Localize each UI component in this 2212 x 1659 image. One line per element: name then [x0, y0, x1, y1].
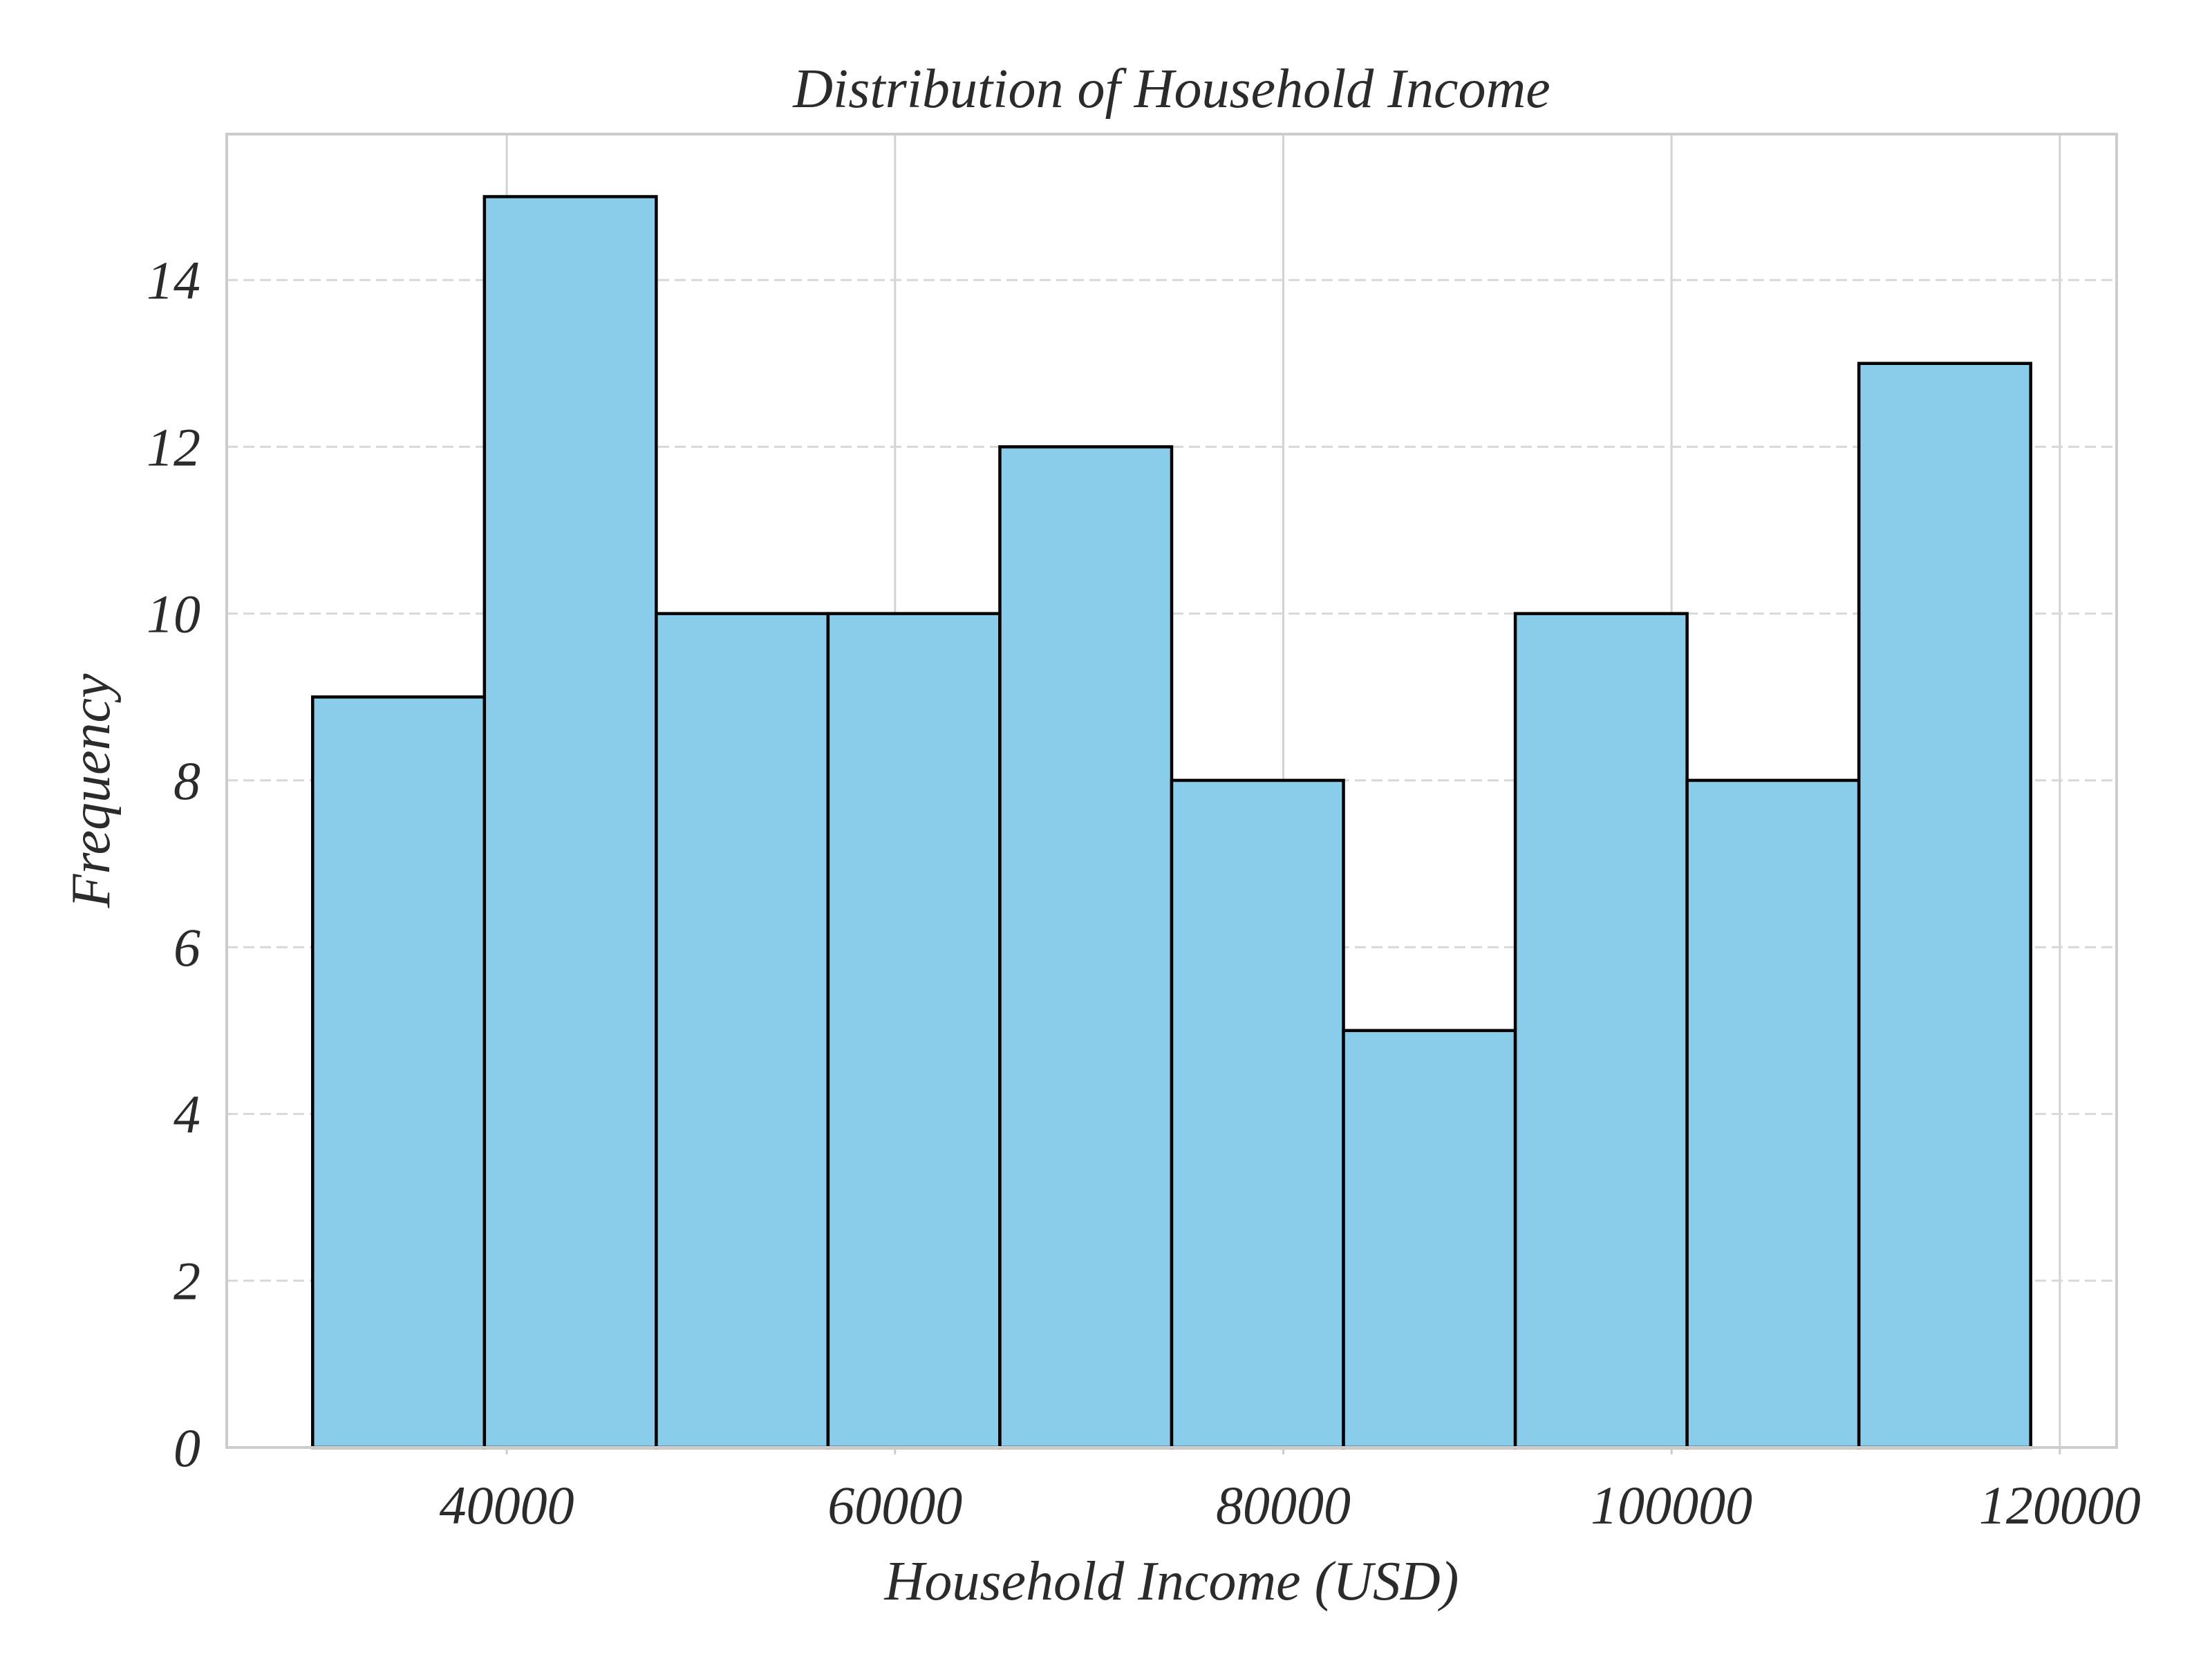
x-tick-label-3: 100000	[1591, 1475, 1752, 1535]
histogram-bar-7	[1513, 612, 1689, 1450]
histogram-bar-1	[482, 195, 658, 1450]
histogram-bar-8	[1685, 778, 1861, 1450]
histogram-bar-4	[998, 445, 1174, 1450]
y-tick-label-4: 8	[174, 751, 200, 811]
histogram-bar-9	[1857, 362, 2032, 1450]
y-tick-label-7: 14	[147, 250, 200, 310]
plot-frame	[225, 133, 2118, 1449]
x-tick-label-0: 40000	[440, 1475, 574, 1535]
x-tick-label-2: 80000	[1216, 1475, 1351, 1535]
chart-title: Distribution of Household Income	[792, 59, 1550, 120]
histogram-bars	[311, 195, 2032, 1450]
histogram-bar-6	[1342, 1029, 1517, 1450]
histogram-bar-5	[1170, 778, 1345, 1450]
histogram-bar-2	[655, 612, 830, 1450]
y-tick-label-0: 0	[174, 1418, 200, 1478]
x-tick-label-1: 60000	[827, 1475, 962, 1535]
y-tick-label-6: 12	[147, 417, 200, 477]
y-tick-label-2: 4	[174, 1084, 200, 1144]
y-tick-label-3: 6	[174, 917, 200, 977]
histogram-bar-0	[311, 695, 487, 1450]
y-axis-label: Frequency	[61, 673, 122, 909]
x-tick-label-4: 120000	[1979, 1475, 2141, 1535]
y-tick-label-1: 2	[174, 1251, 200, 1311]
x-axis-label: Household Income (USD)	[884, 1551, 1459, 1612]
y-tick-label-5: 10	[147, 584, 200, 644]
histogram-bar-3	[826, 612, 1002, 1450]
axis-ticks: 40000 60000 80000 100000 120000 0 2 4 6 8 10 12 14	[147, 250, 2141, 1535]
axis-labels: Distribution of Household Income Househo…	[61, 59, 1550, 1612]
